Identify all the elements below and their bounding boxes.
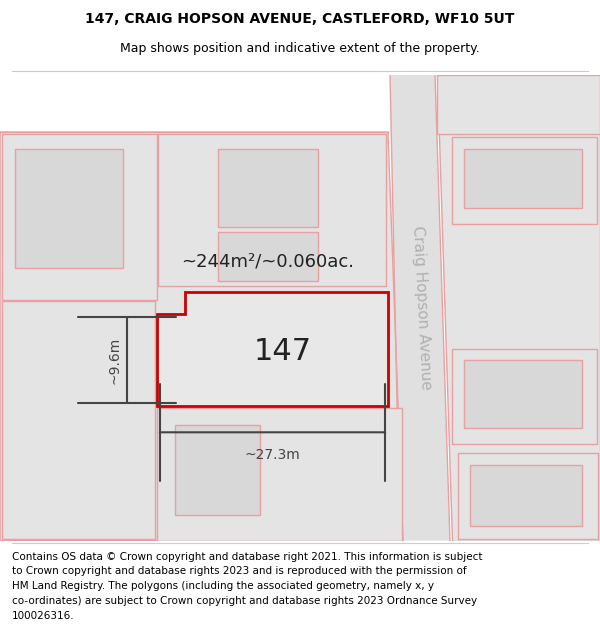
Polygon shape xyxy=(0,132,403,541)
Bar xyxy=(464,360,582,429)
Bar xyxy=(452,349,597,444)
Bar xyxy=(452,137,597,224)
Text: Map shows position and indicative extent of the property.: Map shows position and indicative extent… xyxy=(120,42,480,55)
Bar xyxy=(2,134,157,300)
Bar xyxy=(470,464,582,526)
Text: Contains OS data © Crown copyright and database right 2021. This information is : Contains OS data © Crown copyright and d… xyxy=(12,552,482,562)
Bar xyxy=(437,75,600,134)
Bar xyxy=(458,453,598,539)
Bar xyxy=(175,425,260,515)
Bar xyxy=(2,301,155,539)
Bar xyxy=(157,408,402,541)
Text: 147: 147 xyxy=(253,337,311,366)
Bar xyxy=(15,149,123,268)
Bar xyxy=(464,149,582,208)
Text: ~9.6m: ~9.6m xyxy=(107,336,121,384)
Bar xyxy=(158,134,386,286)
Text: ~244m²/~0.060ac.: ~244m²/~0.060ac. xyxy=(181,253,354,270)
Text: 147, CRAIG HOPSON AVENUE, CASTLEFORD, WF10 5UT: 147, CRAIG HOPSON AVENUE, CASTLEFORD, WF… xyxy=(85,12,515,26)
Polygon shape xyxy=(157,292,388,406)
Text: Craig Hopson Avenue: Craig Hopson Avenue xyxy=(410,225,434,391)
Polygon shape xyxy=(390,75,450,541)
Polygon shape xyxy=(437,75,600,541)
Text: 100026316.: 100026316. xyxy=(12,611,74,621)
Text: to Crown copyright and database rights 2023 and is reproduced with the permissio: to Crown copyright and database rights 2… xyxy=(12,566,467,576)
Text: co-ordinates) are subject to Crown copyright and database rights 2023 Ordnance S: co-ordinates) are subject to Crown copyr… xyxy=(12,596,477,606)
Bar xyxy=(218,232,318,281)
Bar xyxy=(218,149,318,227)
Text: ~27.3m: ~27.3m xyxy=(245,449,301,462)
Text: HM Land Registry. The polygons (including the associated geometry, namely x, y: HM Land Registry. The polygons (includin… xyxy=(12,581,434,591)
